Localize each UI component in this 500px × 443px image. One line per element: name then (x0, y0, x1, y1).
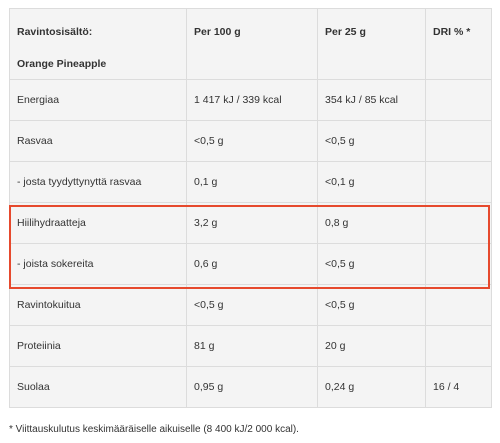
row-dri (425, 325, 492, 367)
row-dri (425, 202, 492, 244)
row-label: - joista sokereita (9, 243, 187, 285)
nutrition-table-container: Ravintosisältö: Orange Pineapple Per 100… (9, 8, 492, 408)
row-per25: 354 kJ / 85 kcal (317, 79, 426, 121)
row-per25: 0,8 g (317, 202, 426, 244)
table-row: - joista sokereita 0,6 g <0,5 g (9, 243, 492, 285)
row-dri: 16 / 4 (425, 366, 492, 408)
table-row: Energiaa 1 417 kJ / 339 kcal 354 kJ / 85… (9, 79, 492, 121)
column-header-dri: DRI % * (433, 26, 471, 38)
column-header-per25: Per 25 g (325, 26, 366, 38)
header-per100-cell: Per 100 g (186, 8, 318, 80)
table-header-row: Ravintosisältö: Orange Pineapple Per 100… (9, 8, 492, 80)
table-row: Suolaa 0,95 g 0,24 g 16 / 4 (9, 366, 492, 408)
table-row: Rasvaa <0,5 g <0,5 g (9, 120, 492, 162)
table-row: - josta tyydyttynyttä rasvaa 0,1 g <0,1 … (9, 161, 492, 203)
column-header-per100: Per 100 g (194, 26, 241, 38)
table-row: Hiilihydraatteja 3,2 g 0,8 g (9, 202, 492, 244)
row-label: Hiilihydraatteja (9, 202, 187, 244)
row-dri (425, 79, 492, 121)
row-dri (425, 284, 492, 326)
row-label: - josta tyydyttynyttä rasvaa (9, 161, 187, 203)
row-per100: 81 g (186, 325, 318, 367)
row-per25: <0,5 g (317, 284, 426, 326)
row-label: Ravintokuitua (9, 284, 187, 326)
row-per100: 0,1 g (186, 161, 318, 203)
row-per25: <0,5 g (317, 243, 426, 285)
table-title: Ravintosisältö: (17, 26, 93, 38)
row-per25: <0,5 g (317, 120, 426, 162)
row-per100: 3,2 g (186, 202, 318, 244)
product-name: Orange Pineapple (17, 58, 107, 70)
header-per25-cell: Per 25 g (317, 8, 426, 80)
header-label-cell: Ravintosisältö: Orange Pineapple (9, 8, 187, 80)
row-per100: 1 417 kJ / 339 kcal (186, 79, 318, 121)
row-per25: 20 g (317, 325, 426, 367)
row-dri (425, 243, 492, 285)
header-dri-cell: DRI % * (425, 8, 492, 80)
row-per100: 0,95 g (186, 366, 318, 408)
row-per100: <0,5 g (186, 284, 318, 326)
table-row: Ravintokuitua <0,5 g <0,5 g (9, 284, 492, 326)
row-dri (425, 120, 492, 162)
row-per100: 0,6 g (186, 243, 318, 285)
footnote: * Viittauskulutus keskimääräiselle aikui… (9, 424, 299, 435)
row-per25: 0,24 g (317, 366, 426, 408)
row-label: Suolaa (9, 366, 187, 408)
row-label: Proteiinia (9, 325, 187, 367)
row-per25: <0,1 g (317, 161, 426, 203)
nutrition-table: Ravintosisältö: Orange Pineapple Per 100… (9, 8, 492, 408)
row-label: Rasvaa (9, 120, 187, 162)
table-row: Proteiinia 81 g 20 g (9, 325, 492, 367)
row-per100: <0,5 g (186, 120, 318, 162)
row-dri (425, 161, 492, 203)
row-label: Energiaa (9, 79, 187, 121)
